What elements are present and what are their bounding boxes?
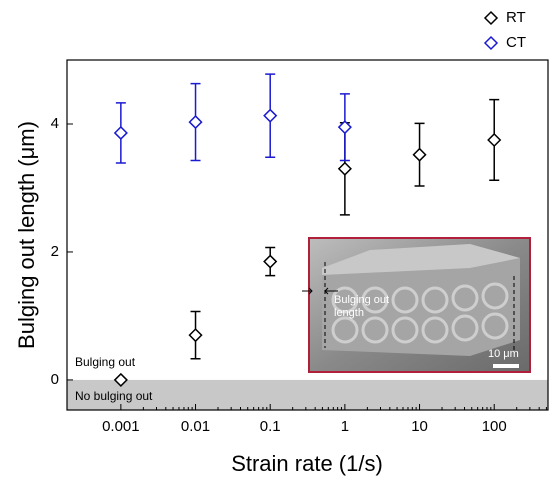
y-tick-label: 4 (51, 115, 59, 132)
legend-label: CT (506, 34, 526, 51)
x-tick-label: 0.01 (181, 418, 210, 435)
marker (113, 125, 128, 141)
marker (337, 161, 352, 176)
plot-frame (66, 59, 549, 411)
region (67, 379, 548, 410)
y-tick-label: 2 (51, 243, 59, 260)
inset-label-text: Bulging out length (334, 294, 390, 319)
y-axis-title: Bulging out length (μm) (14, 121, 39, 349)
legend-marker (483, 35, 499, 51)
marker (188, 115, 203, 130)
x-tick-label: 0.1 (260, 418, 281, 435)
x-tick-label: 100 (482, 418, 507, 435)
inset-image: Bulging out length 10 μm (302, 237, 531, 373)
marker (337, 120, 352, 135)
legend-marker (483, 10, 499, 26)
marker (263, 108, 278, 123)
sample-top (322, 244, 520, 275)
arrows (302, 287, 338, 295)
marker (263, 254, 278, 269)
x-tick-label: 0.001 (102, 418, 140, 435)
x-tick-label: 1 (341, 418, 349, 435)
marker (188, 328, 203, 343)
inset-label: Bulging out length (334, 294, 390, 319)
marker (113, 372, 128, 387)
lattice (331, 282, 509, 344)
scale-bar (493, 364, 519, 368)
marker (487, 132, 502, 148)
legend-label: RT (506, 9, 526, 26)
y-tick-label: 0 (51, 371, 59, 388)
scale-bar-label: 10 μm (488, 348, 519, 360)
annotation: Bulging out (75, 355, 136, 369)
region-label: No bulging out (75, 389, 153, 403)
x-tick-label: 10 (411, 418, 428, 435)
marker (412, 147, 427, 162)
x-axis-title: Strain rate (1/s) (231, 451, 383, 476)
